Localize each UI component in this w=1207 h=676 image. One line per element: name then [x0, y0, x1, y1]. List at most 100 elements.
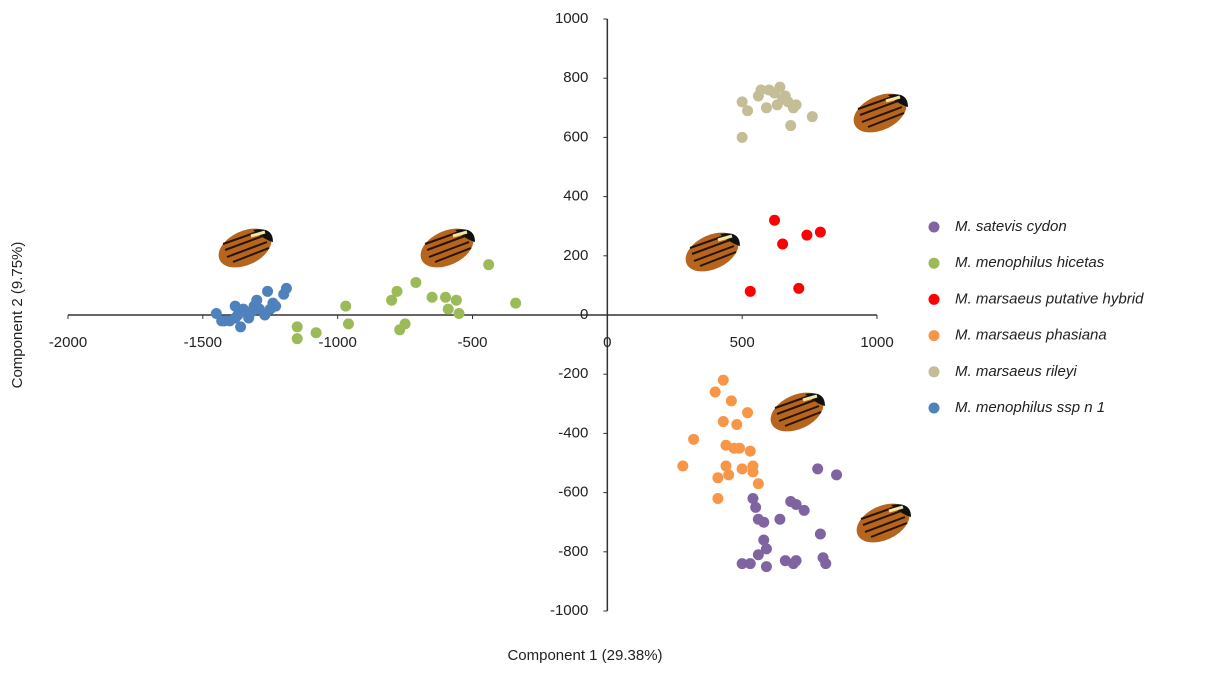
y-tick-label: 1000: [555, 10, 588, 27]
point: [747, 493, 759, 505]
point: [744, 558, 756, 570]
point: [712, 472, 724, 484]
x-tick-label: -2000: [49, 334, 87, 351]
series: [677, 374, 764, 505]
point: [453, 308, 465, 320]
y-tick-label: 600: [563, 128, 588, 145]
point: [291, 321, 303, 333]
point: [806, 111, 818, 123]
point: [742, 105, 754, 117]
point: [442, 303, 454, 315]
point: [450, 294, 462, 306]
y-tick-label: -200: [558, 365, 588, 382]
point: [744, 285, 756, 297]
series: [736, 463, 843, 573]
point: [736, 558, 748, 570]
series: [744, 214, 826, 297]
point: [769, 214, 781, 226]
point: [688, 433, 700, 445]
point: [814, 226, 826, 238]
point: [774, 513, 786, 525]
x-tick-label: -1000: [318, 334, 356, 351]
point: [731, 419, 743, 431]
series: [736, 81, 818, 143]
point: [758, 534, 770, 546]
series: [291, 259, 522, 345]
wing-images: [210, 84, 918, 552]
x-tick-label: 0: [603, 334, 611, 351]
point: [712, 493, 724, 505]
wing-image: [677, 223, 747, 281]
point: [747, 466, 759, 478]
point: [677, 460, 689, 472]
point: [814, 528, 826, 540]
point: [510, 297, 522, 309]
legend-marker: [928, 221, 940, 233]
legend-label: M. menophilus hicetas: [955, 254, 1105, 271]
point: [709, 386, 721, 398]
legend-marker: [928, 293, 940, 305]
legend-label: M. marsaeus rileyi: [955, 363, 1077, 380]
point: [391, 285, 403, 297]
point: [801, 229, 813, 241]
legend-label: M. marsaeus phasiana: [955, 327, 1107, 344]
point: [750, 501, 762, 513]
point: [483, 259, 495, 271]
point: [793, 282, 805, 294]
point: [245, 306, 257, 318]
point: [342, 318, 354, 330]
point: [820, 558, 832, 570]
point: [723, 469, 735, 481]
point: [280, 282, 292, 294]
point: [742, 407, 754, 419]
point: [717, 374, 729, 386]
point: [777, 238, 789, 250]
x-tick-label: -500: [457, 334, 487, 351]
point: [386, 294, 398, 306]
point: [340, 300, 352, 312]
point: [736, 131, 748, 143]
point: [725, 395, 737, 407]
wing-image: [762, 383, 832, 441]
point: [440, 291, 452, 303]
y-tick-label: 0: [580, 306, 588, 323]
series: [210, 282, 292, 333]
point: [831, 469, 843, 481]
y-tick-label: 400: [563, 188, 588, 205]
point: [426, 291, 438, 303]
point: [758, 516, 770, 528]
legend-label: M. menophilus ssp n 1: [955, 399, 1105, 416]
point: [755, 84, 767, 96]
point: [218, 315, 230, 327]
point: [760, 102, 772, 114]
wing-image: [210, 219, 280, 277]
point: [399, 318, 411, 330]
point: [769, 87, 781, 99]
legend-marker: [928, 257, 940, 269]
y-tick-label: -800: [558, 543, 588, 560]
point: [291, 333, 303, 345]
point: [812, 463, 824, 475]
point: [720, 460, 732, 472]
wing-image: [845, 84, 915, 142]
wing-image: [848, 494, 918, 552]
point: [736, 463, 748, 475]
point: [752, 549, 764, 561]
point: [798, 504, 810, 516]
point: [229, 312, 241, 324]
legend-label: M. marsaeus putative hybrid: [955, 290, 1144, 307]
y-axis-title: Component 2 (9.75%): [9, 242, 26, 389]
point: [760, 561, 772, 573]
point: [744, 445, 756, 457]
point: [251, 294, 263, 306]
y-tick-label: 200: [563, 247, 588, 264]
point: [790, 555, 802, 567]
point: [410, 276, 422, 288]
point: [790, 99, 802, 111]
point: [235, 321, 247, 333]
point: [790, 498, 802, 510]
wing-image: [412, 219, 482, 277]
point: [736, 96, 748, 108]
y-tick-label: -1000: [550, 602, 588, 619]
point: [310, 327, 322, 339]
